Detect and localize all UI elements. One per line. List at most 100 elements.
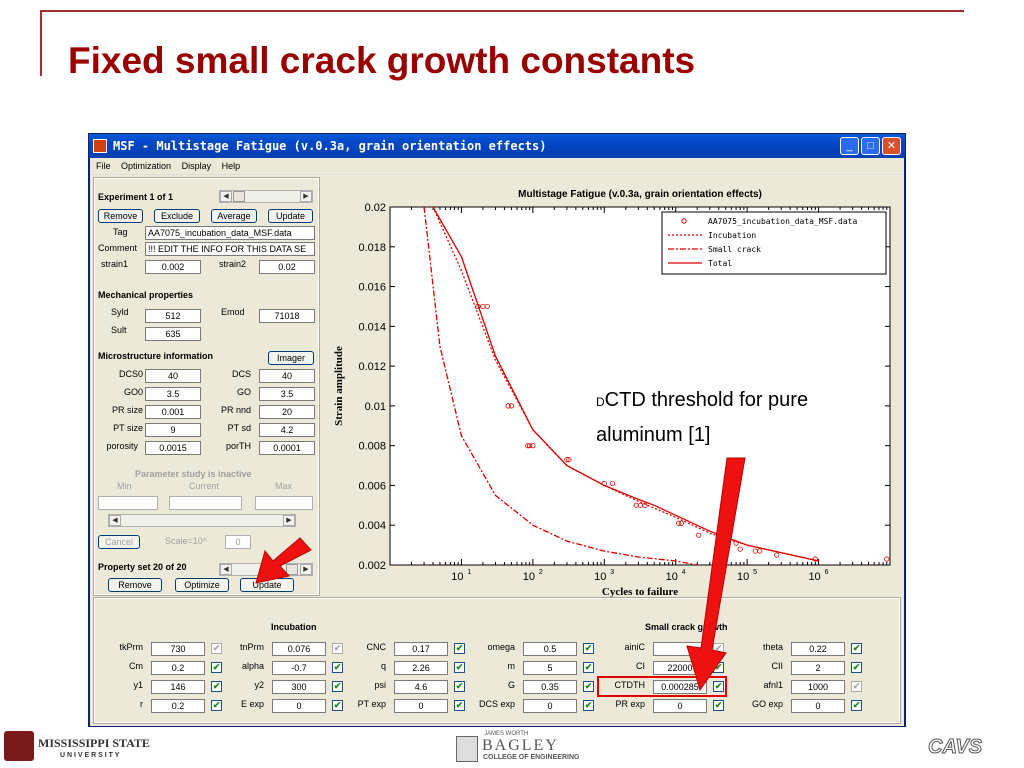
smallcrack-field-3-2[interactable]: 0 (791, 699, 845, 713)
smallcrack-checkbox-1-0[interactable]: ✔ (583, 662, 594, 673)
micro-field-0-b[interactable]: 40 (259, 369, 315, 383)
smallcrack-field-2-0[interactable]: 0.35 (523, 680, 577, 694)
micro-field-1-a[interactable]: 3.5 (145, 387, 201, 401)
incubation-field-0-0[interactable]: 730 (151, 642, 205, 656)
param-max-field[interactable] (255, 496, 313, 510)
remove-propset-button[interactable]: Remove (108, 578, 162, 592)
comment-field[interactable]: !!! EDIT THE INFO FOR THIS DATA SE (145, 242, 315, 256)
smallcrack-field-1-1[interactable]: 22000 (653, 661, 707, 675)
scale-field[interactable]: 0 (225, 535, 251, 549)
smallcrack-checkbox-2-2[interactable]: ✔ (851, 681, 862, 692)
syld-field[interactable]: 512 (145, 309, 201, 323)
incubation-field-3-1[interactable]: 0 (272, 699, 326, 713)
smallcrack-checkbox-3-2[interactable]: ✔ (851, 700, 862, 711)
tag-field[interactable]: AA7075_incubation_data_MSF.data (145, 226, 315, 240)
smallcrack-field-2-2[interactable]: 1000 (791, 680, 845, 694)
micro-field-2-a[interactable]: 0.001 (145, 405, 201, 419)
menu-file[interactable]: File (96, 161, 111, 171)
micro-field-3-b[interactable]: 4.2 (259, 423, 315, 437)
incubation-checkbox-0-0[interactable]: ✔ (211, 643, 222, 654)
smallcrack-field-1-2[interactable]: 2 (791, 661, 845, 675)
window-titlebar[interactable]: MSF - Multistage Fatigue (v.0.3a, grain … (89, 134, 905, 158)
scroll-thumb[interactable] (233, 191, 245, 202)
micro-field-0-a[interactable]: 40 (145, 369, 201, 383)
legend-entry-1: Incubation (708, 231, 756, 240)
data-point-3 (505, 403, 511, 409)
propset-scroll-right-icon[interactable]: ▶ (300, 564, 312, 575)
smallcrack-field-3-1[interactable]: 0 (653, 699, 707, 713)
incubation-field-0-1[interactable]: 0.076 (272, 642, 326, 656)
exclude-button[interactable]: Exclude (154, 209, 200, 223)
update-experiment-button[interactable]: Update (268, 209, 313, 223)
cancel-button[interactable]: Cancel (98, 535, 140, 549)
param-scroll-left-icon[interactable]: ◀ (109, 515, 121, 526)
incubation-checkbox-2-1[interactable]: ✔ (332, 681, 343, 692)
minimize-button[interactable]: _ (840, 137, 859, 155)
smallcrack-checkbox-0-1[interactable]: ✔ (713, 643, 724, 654)
micro-field-3-a[interactable]: 9 (145, 423, 201, 437)
incubation-checkbox-1-2[interactable]: ✔ (454, 662, 465, 673)
incubation-checkbox-1-0[interactable]: ✔ (211, 662, 222, 673)
incubation-field-2-0[interactable]: 146 (151, 680, 205, 694)
param-scrollbar[interactable]: ◀ ▶ (108, 514, 296, 527)
smallcrack-field-0-2[interactable]: 0.22 (791, 642, 845, 656)
incubation-label-3-0: r (140, 699, 143, 709)
incubation-field-1-2[interactable]: 2.26 (394, 661, 448, 675)
param-scroll-right-icon[interactable]: ▶ (283, 515, 295, 526)
close-button[interactable]: ✕ (882, 137, 901, 155)
micro-field-4-a[interactable]: 0.0015 (145, 441, 201, 455)
incubation-field-2-2[interactable]: 4.6 (394, 680, 448, 694)
emod-field[interactable]: 71018 (259, 309, 315, 323)
smallcrack-field-1-0[interactable]: 5 (523, 661, 577, 675)
smallcrack-checkbox-3-0[interactable]: ✔ (583, 700, 594, 711)
incubation-field-1-1[interactable]: -0.7 (272, 661, 326, 675)
micro-label-0-a: DCS0 (118, 369, 143, 379)
average-button[interactable]: Average (211, 209, 257, 223)
smallcrack-field-3-0[interactable]: 0 (523, 699, 577, 713)
imager-button[interactable]: Imager (268, 351, 314, 365)
smallcrack-checkbox-1-1[interactable]: ✔ (713, 662, 724, 673)
incubation-checkbox-3-2[interactable]: ✔ (454, 700, 465, 711)
smallcrack-checkbox-1-2[interactable]: ✔ (851, 662, 862, 673)
propset-scroll-thumb[interactable] (286, 564, 298, 575)
remove-experiment-button[interactable]: Remove (98, 209, 143, 223)
strain1-field[interactable]: 0.002 (145, 260, 201, 274)
incubation-checkbox-3-1[interactable]: ✔ (332, 700, 343, 711)
param-current-field[interactable] (169, 496, 242, 510)
incubation-field-0-2[interactable]: 0.17 (394, 642, 448, 656)
micro-field-1-b[interactable]: 3.5 (259, 387, 315, 401)
smallcrack-checkbox-2-0[interactable]: ✔ (583, 681, 594, 692)
incubation-field-2-1[interactable]: 300 (272, 680, 326, 694)
propset-scroll-left-icon[interactable]: ◀ (220, 564, 232, 575)
smallcrack-checkbox-0-0[interactable]: ✔ (583, 643, 594, 654)
experiment-label: Experiment 1 of 1 (98, 192, 174, 202)
smallcrack-field-0-0[interactable]: 0.5 (523, 642, 577, 656)
scroll-right-icon[interactable]: ▶ (300, 191, 312, 202)
smallcrack-field-0-1[interactable] (653, 642, 707, 656)
menu-optimization[interactable]: Optimization (121, 161, 172, 171)
param-min-field[interactable] (98, 496, 158, 510)
incubation-checkbox-0-2[interactable]: ✔ (454, 643, 465, 654)
menu-display[interactable]: Display (181, 161, 212, 171)
incubation-checkbox-2-0[interactable]: ✔ (211, 681, 222, 692)
menu-help[interactable]: Help (221, 161, 241, 171)
maximize-button[interactable]: □ (861, 137, 880, 155)
incubation-field-3-0[interactable]: 0.2 (151, 699, 205, 713)
incubation-checkbox-2-2[interactable]: ✔ (454, 681, 465, 692)
experiment-scrollbar[interactable]: ◀ ▶ (219, 190, 313, 203)
incubation-field-3-2[interactable]: 0 (394, 699, 448, 713)
incubation-checkbox-3-0[interactable]: ✔ (211, 700, 222, 711)
scroll-left-icon[interactable]: ◀ (220, 191, 232, 202)
update-propset-button[interactable]: Update (240, 578, 294, 592)
propset-scrollbar[interactable]: ◀ ▶ (219, 563, 313, 576)
optimize-button[interactable]: Optimize (175, 578, 229, 592)
smallcrack-checkbox-3-1[interactable]: ✔ (713, 700, 724, 711)
smallcrack-checkbox-0-2[interactable]: ✔ (851, 643, 862, 654)
micro-field-4-b[interactable]: 0.0001 (259, 441, 315, 455)
micro-field-2-b[interactable]: 20 (259, 405, 315, 419)
incubation-checkbox-0-1[interactable]: ✔ (332, 643, 343, 654)
incubation-checkbox-1-1[interactable]: ✔ (332, 662, 343, 673)
sult-field[interactable]: 635 (145, 327, 201, 341)
incubation-field-1-0[interactable]: 0.2 (151, 661, 205, 675)
strain2-field[interactable]: 0.02 (259, 260, 315, 274)
